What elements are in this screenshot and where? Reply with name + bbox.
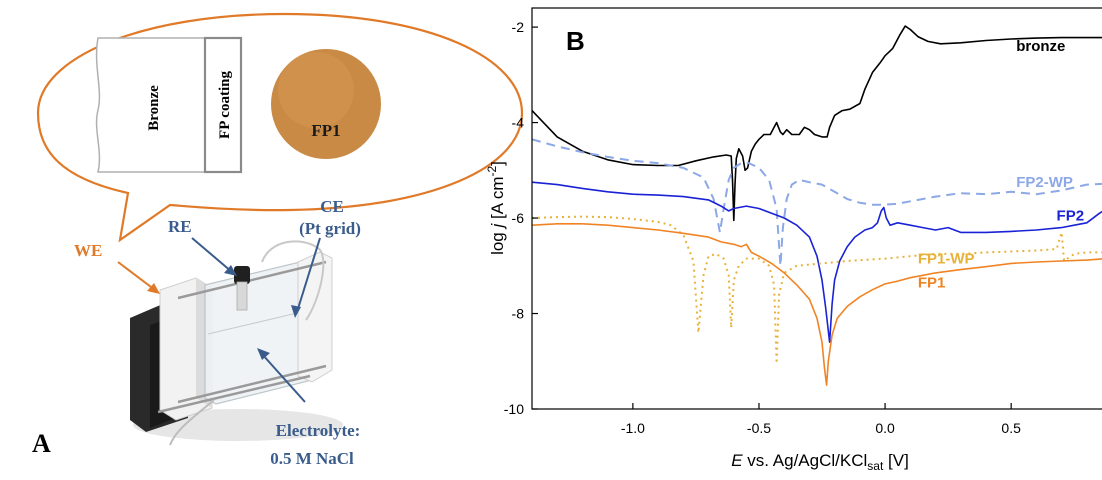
electrolyte-arrow bbox=[261, 353, 306, 403]
y-tick-label: -8 bbox=[512, 306, 525, 322]
ce-sublabel: (Pt grid) bbox=[299, 219, 361, 238]
y-tick-label: -2 bbox=[512, 19, 525, 35]
re-arrowhead bbox=[224, 265, 237, 276]
y-axis-label: log j [A cm-2] bbox=[485, 161, 507, 255]
electrolyte-arrowhead bbox=[257, 348, 270, 360]
bronze-label: Bronze bbox=[146, 85, 162, 131]
end-plate bbox=[297, 251, 333, 383]
y-axis-label-sup: -2 bbox=[485, 165, 499, 176]
series-label-bronze: bronze bbox=[1016, 38, 1065, 55]
re-arrow bbox=[191, 237, 233, 273]
series-line-fp1 bbox=[532, 223, 1102, 386]
y-axis-label-unit: [A cm bbox=[488, 176, 507, 223]
electrolyte-sublabel: 0.5 M NaCl bbox=[270, 449, 354, 468]
cable bbox=[169, 399, 215, 446]
we-arrow bbox=[117, 261, 156, 291]
x-tick-label: 0.5 bbox=[1001, 420, 1021, 436]
sample-disc-highlight bbox=[278, 52, 354, 128]
re-cap bbox=[234, 266, 250, 284]
electrochemical-cell bbox=[130, 240, 343, 446]
x-axis-label-unit: [V] bbox=[883, 451, 909, 470]
rod bbox=[177, 364, 327, 404]
coating-label: FP coating bbox=[217, 71, 233, 139]
rod bbox=[157, 374, 311, 414]
y-tick-label: -10 bbox=[504, 401, 524, 417]
x-axis-label-sub: sat bbox=[867, 459, 884, 473]
coating-layer bbox=[203, 36, 243, 174]
re-label: RE bbox=[168, 217, 192, 236]
sample-label: FP1 bbox=[311, 121, 340, 140]
series-labels: bronze FP2-WP FP2 FP1-WP FP1 bbox=[918, 38, 1084, 291]
series-line-bronze bbox=[532, 25, 1102, 222]
y-axis-label-italic: j bbox=[488, 223, 507, 230]
ce-arrow bbox=[296, 237, 321, 313]
ce-arrowhead bbox=[291, 305, 301, 318]
x-tick-label: 0.0 bbox=[875, 420, 895, 436]
bronze-block bbox=[95, 37, 206, 173]
ce-wire bbox=[261, 240, 325, 321]
panel-b-chart: -1.0 -0.5 0.0 0.5 -10 -8 -6 -4 -2 bronze FP2-WP FP… bbox=[485, 7, 1102, 473]
series-layer bbox=[532, 25, 1102, 386]
panel-b-letter: B bbox=[566, 26, 585, 56]
y-tick-label: -6 bbox=[512, 210, 525, 226]
rod bbox=[177, 260, 327, 300]
series-label-fp1-wp: FP1-WP bbox=[918, 250, 975, 267]
ticks-layer: -1.0 -0.5 0.0 0.5 -10 -8 -6 -4 -2 bbox=[504, 19, 1021, 436]
electrolyte-label: Electrolyte: bbox=[276, 421, 361, 440]
chamber-edge bbox=[207, 309, 311, 335]
y-axis-label-prefix: log bbox=[488, 228, 507, 255]
x-axis-label-italic: E bbox=[731, 451, 743, 470]
y-tick-label: -4 bbox=[512, 115, 525, 131]
plot-frame bbox=[531, 7, 1102, 410]
we-arrowhead bbox=[147, 283, 160, 294]
x-tick-label: -1.0 bbox=[621, 420, 645, 436]
series-label-fp2: FP2 bbox=[1057, 207, 1085, 224]
panel-a-letter: A bbox=[32, 429, 51, 458]
x-tick-label: -0.5 bbox=[747, 420, 771, 436]
x-axis-label-main: vs. Ag/AgCl/KCl bbox=[743, 451, 868, 470]
re-body bbox=[236, 281, 248, 311]
y-axis-label-close: ] bbox=[488, 161, 507, 166]
panel-a-photo: Bronze FP coating FP1 bbox=[32, 12, 524, 468]
series-line-fp2 bbox=[532, 181, 1102, 343]
x-axis-label: E vs. Ag/AgCl/KClsat [V] bbox=[731, 451, 909, 473]
series-label-fp2-wp: FP2-WP bbox=[1016, 174, 1073, 191]
ce-label: CE bbox=[320, 197, 344, 216]
series-line-fp1-wp bbox=[532, 215, 1102, 365]
we-label: WE bbox=[74, 241, 102, 260]
series-line-fp2-wp bbox=[532, 138, 1102, 267]
series-label-fp1: FP1 bbox=[918, 274, 946, 291]
